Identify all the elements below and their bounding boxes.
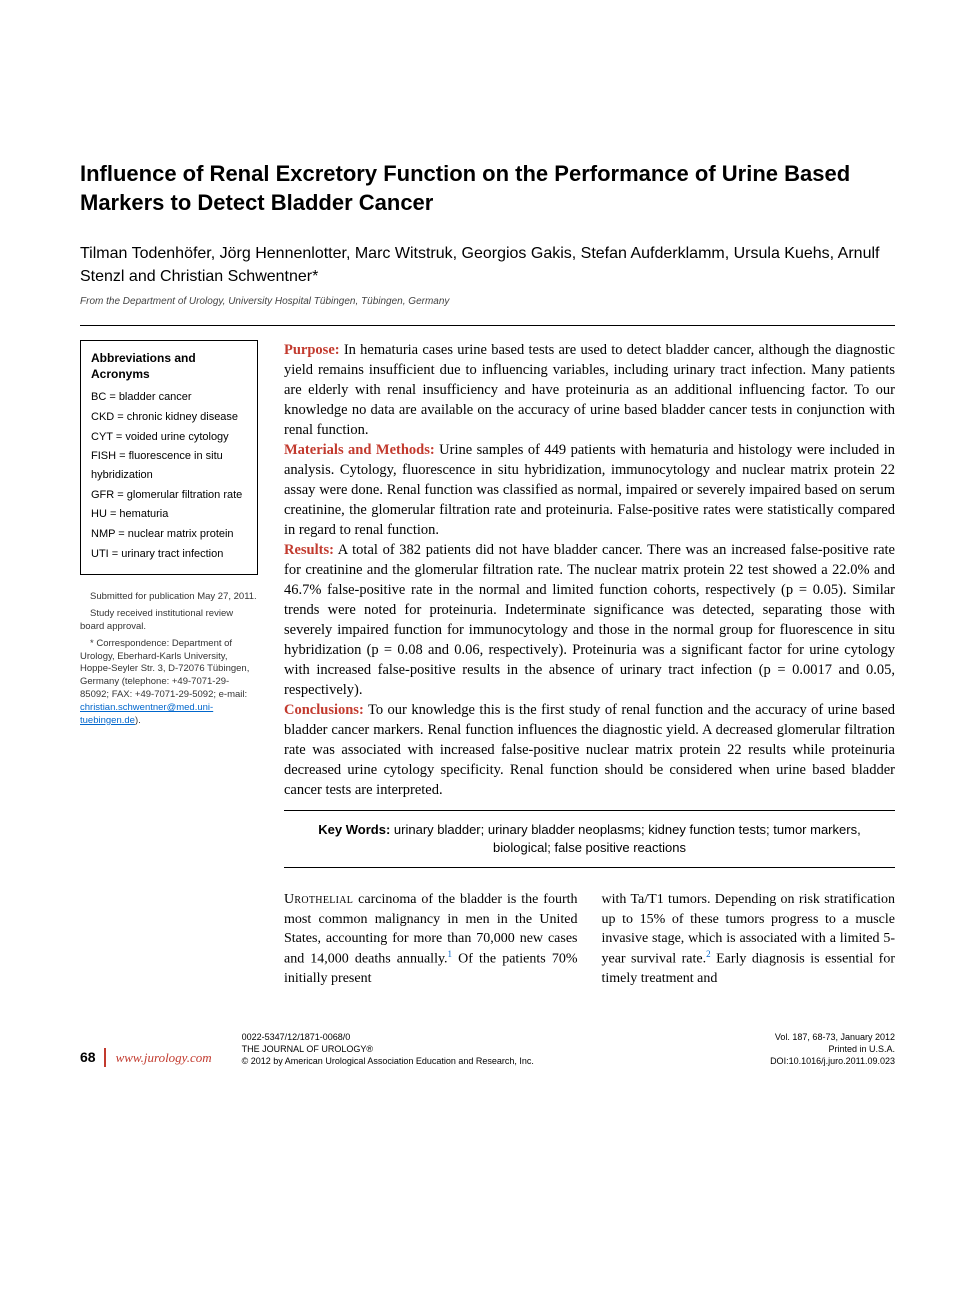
abstract-results: Results: A total of 382 patients did not…: [284, 540, 895, 700]
abstract-conclusions: Conclusions: To our knowledge this is th…: [284, 700, 895, 800]
correspondence-email[interactable]: christian.schwentner@med.uni-tuebingen.d…: [80, 702, 213, 726]
header-rule: [80, 325, 895, 326]
footer-doi: DOI:10.1016/j.juro.2011.09.023: [770, 1055, 895, 1067]
lead-word: Urothelial: [284, 892, 353, 907]
keywords-rule-bottom: [284, 867, 895, 868]
page-number: 68: [80, 1048, 106, 1067]
abbrev-item: FISH = fluorescence in situ hybridizatio…: [91, 447, 247, 484]
keywords-rule-top: [284, 810, 895, 811]
conclusions-text: To our knowledge this is the first study…: [284, 702, 895, 798]
abstract-column: Purpose: In hematuria cases urine based …: [284, 340, 895, 989]
results-text: A total of 382 patients did not have bla…: [284, 542, 895, 698]
footer-center: 0022-5347/12/1871-0068/0 THE JOURNAL OF …: [212, 1031, 770, 1067]
keywords: Key Words: urinary bladder; urinary blad…: [284, 821, 895, 857]
footer-issn: 0022-5347/12/1871-0068/0: [242, 1031, 770, 1043]
correspondence-close: ).: [135, 715, 141, 726]
body-col-1: Urothelial carcinoma of the bladder is t…: [284, 890, 578, 988]
sidebar: Abbreviations and Acronyms BC = bladder …: [80, 340, 258, 732]
abstract-methods: Materials and Methods: Urine samples of …: [284, 440, 895, 540]
abbrev-item: HU = hematuria: [91, 505, 247, 524]
page-footer: 68 www.jurology.com 0022-5347/12/1871-00…: [80, 1031, 895, 1067]
abbrev-item: BC = bladder cancer: [91, 388, 247, 407]
purpose-label: Purpose:: [284, 342, 340, 358]
keywords-label: Key Words:: [318, 822, 390, 837]
irb-note: Study received institutional review boar…: [80, 608, 258, 634]
abbreviations-box: Abbreviations and Acronyms BC = bladder …: [80, 340, 258, 575]
footer-journal: THE JOURNAL OF UROLOGY®: [242, 1043, 770, 1055]
methods-label: Materials and Methods:: [284, 442, 435, 458]
footer-printed: Printed in U.S.A.: [770, 1043, 895, 1055]
footer-left: 68 www.jurology.com: [80, 1048, 212, 1067]
results-label: Results:: [284, 542, 334, 558]
footer-copyright: © 2012 by American Urological Associatio…: [242, 1055, 770, 1067]
journal-url[interactable]: www.jurology.com: [116, 1049, 212, 1067]
abstract-block: Purpose: In hematuria cases urine based …: [284, 340, 895, 800]
abbrev-item: CKD = chronic kidney disease: [91, 408, 247, 427]
author-list: Tilman Todenhöfer, Jörg Hennenlotter, Ma…: [80, 243, 895, 288]
body-columns: Urothelial carcinoma of the bladder is t…: [284, 890, 895, 988]
abbrev-item: GFR = glomerular filtration rate: [91, 486, 247, 505]
abbreviations-list: BC = bladder cancer CKD = chronic kidney…: [91, 388, 247, 563]
affiliation: From the Department of Urology, Universi…: [80, 296, 895, 307]
body-col-2: with Ta/T1 tumors. Depending on risk str…: [602, 890, 896, 988]
main-row: Abbreviations and Acronyms BC = bladder …: [80, 340, 895, 989]
purpose-text: In hematuria cases urine based tests are…: [284, 342, 895, 438]
abstract-purpose: Purpose: In hematuria cases urine based …: [284, 340, 895, 440]
keywords-text: urinary bladder; urinary bladder neoplas…: [390, 822, 860, 855]
correspondence-text: * Correspondence: Department of Urology,…: [80, 638, 249, 700]
abbreviations-heading: Abbreviations and Acronyms: [91, 351, 247, 382]
footer-vol: Vol. 187, 68-73, January 2012: [770, 1031, 895, 1043]
abbrev-item: NMP = nuclear matrix protein: [91, 525, 247, 544]
footer-right: Vol. 187, 68-73, January 2012 Printed in…: [770, 1031, 895, 1067]
sidebar-notes: Submitted for publication May 27, 2011. …: [80, 591, 258, 727]
abbrev-item: CYT = voided urine cytology: [91, 428, 247, 447]
submitted-note: Submitted for publication May 27, 2011.: [80, 591, 258, 604]
abbrev-item: UTI = urinary tract infection: [91, 545, 247, 564]
article-title: Influence of Renal Excretory Function on…: [80, 160, 895, 217]
correspondence-note: * Correspondence: Department of Urology,…: [80, 638, 258, 728]
conclusions-label: Conclusions:: [284, 702, 364, 718]
